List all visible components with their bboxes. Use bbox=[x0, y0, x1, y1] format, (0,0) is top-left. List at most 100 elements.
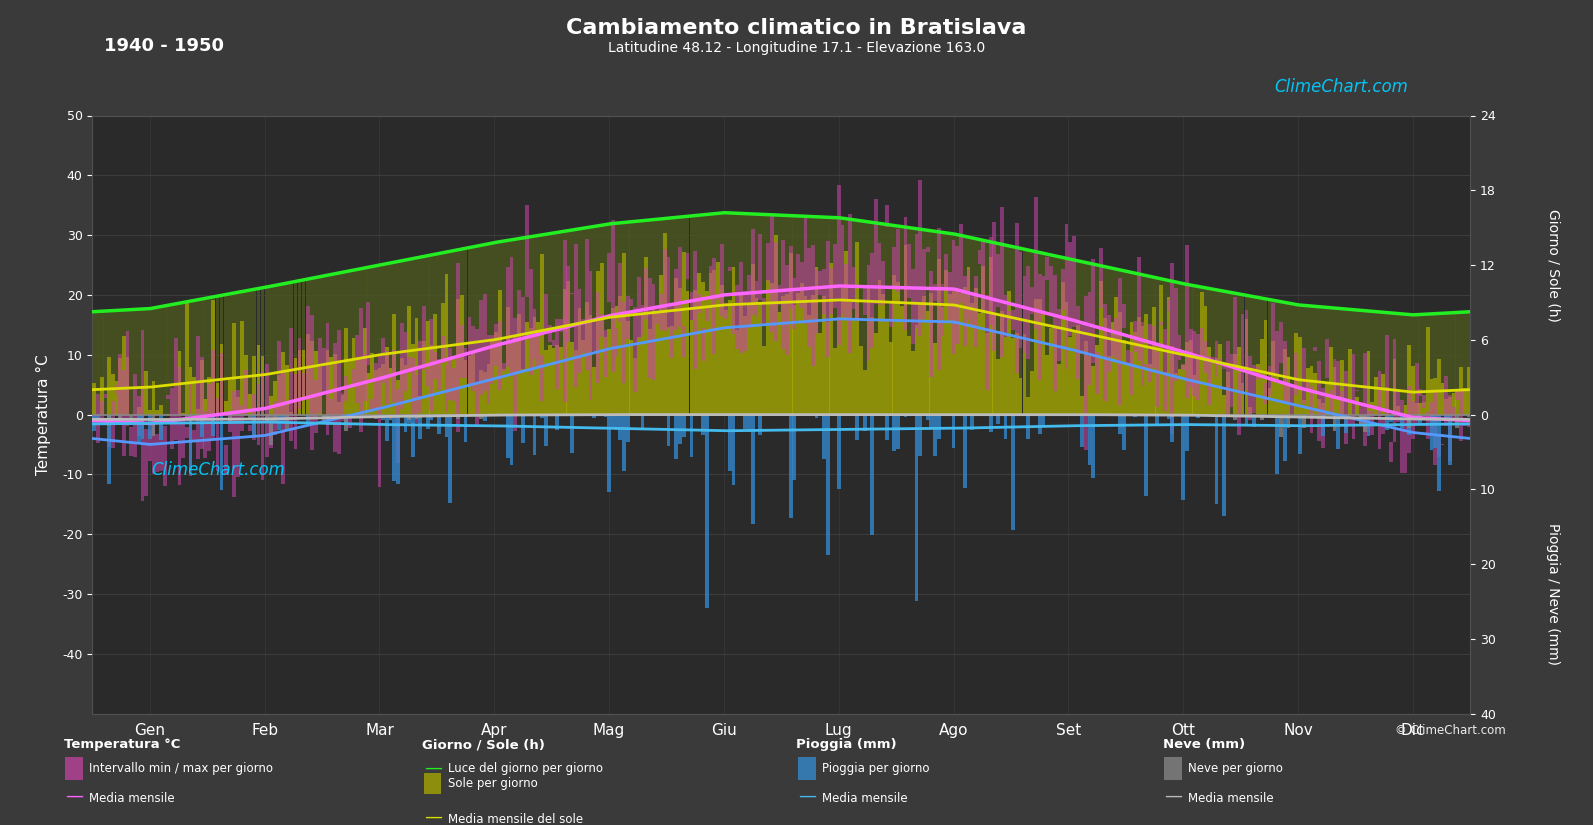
Bar bbox=[1152, 277, 1155, 414]
Bar bbox=[223, 401, 228, 414]
Bar bbox=[502, 363, 505, 371]
Bar bbox=[1160, 322, 1163, 325]
Bar bbox=[803, 295, 808, 414]
Bar bbox=[475, 384, 479, 414]
Bar bbox=[1325, 384, 1329, 414]
Bar bbox=[604, 337, 607, 414]
Bar bbox=[507, 307, 510, 414]
Bar bbox=[1045, 257, 1050, 280]
Bar bbox=[1279, 381, 1282, 414]
Bar bbox=[148, 414, 151, 439]
Bar bbox=[731, 414, 736, 485]
Bar bbox=[720, 285, 723, 414]
Bar bbox=[1042, 253, 1045, 414]
Bar bbox=[472, 414, 475, 416]
Bar bbox=[513, 318, 518, 431]
Bar bbox=[933, 414, 937, 455]
Bar bbox=[758, 302, 761, 414]
Bar bbox=[615, 328, 618, 357]
Bar bbox=[244, 291, 249, 414]
Bar bbox=[1314, 347, 1317, 351]
Bar bbox=[170, 389, 174, 450]
Bar bbox=[1141, 275, 1144, 414]
Bar bbox=[472, 326, 475, 391]
Bar bbox=[940, 284, 945, 336]
Bar bbox=[185, 302, 188, 414]
Bar bbox=[593, 226, 596, 414]
Bar bbox=[984, 295, 989, 390]
Bar bbox=[926, 248, 930, 252]
Bar bbox=[1429, 314, 1434, 414]
Bar bbox=[441, 336, 444, 363]
Bar bbox=[660, 219, 663, 414]
Bar bbox=[123, 370, 126, 455]
Bar bbox=[311, 341, 314, 414]
Bar bbox=[701, 214, 704, 414]
Bar bbox=[1219, 359, 1222, 363]
Bar bbox=[720, 244, 723, 316]
Bar bbox=[1426, 314, 1429, 414]
Bar bbox=[1061, 282, 1064, 414]
Bar bbox=[1012, 310, 1015, 330]
Bar bbox=[1069, 243, 1072, 336]
Text: ClimeChart.com: ClimeChart.com bbox=[1274, 78, 1408, 96]
Bar bbox=[253, 290, 256, 414]
Bar bbox=[1185, 244, 1188, 398]
Bar bbox=[1107, 314, 1110, 372]
Bar bbox=[612, 414, 615, 428]
Bar bbox=[1061, 269, 1064, 309]
Bar bbox=[750, 264, 755, 414]
Bar bbox=[1058, 257, 1061, 414]
Bar bbox=[989, 242, 992, 414]
Bar bbox=[510, 240, 513, 414]
Bar bbox=[825, 323, 830, 414]
Bar bbox=[833, 218, 836, 414]
Bar bbox=[615, 224, 618, 414]
Bar bbox=[249, 394, 252, 414]
Bar bbox=[792, 414, 796, 480]
Bar bbox=[378, 265, 381, 414]
Bar bbox=[556, 319, 559, 389]
Bar bbox=[811, 216, 814, 414]
Bar bbox=[1448, 313, 1451, 414]
Bar bbox=[886, 205, 889, 227]
Bar bbox=[1403, 314, 1407, 414]
Bar bbox=[1233, 297, 1238, 369]
Bar bbox=[984, 333, 989, 414]
Bar bbox=[403, 332, 408, 391]
Bar bbox=[1023, 334, 1026, 414]
Bar bbox=[1039, 299, 1042, 414]
Bar bbox=[355, 335, 358, 403]
Bar bbox=[397, 262, 400, 414]
Bar bbox=[529, 237, 532, 414]
Bar bbox=[96, 312, 100, 414]
Bar bbox=[177, 303, 182, 414]
Bar bbox=[666, 328, 671, 414]
Bar bbox=[249, 290, 252, 414]
Bar bbox=[1429, 380, 1434, 414]
Bar bbox=[929, 293, 933, 414]
Bar bbox=[1152, 307, 1155, 414]
Bar bbox=[422, 257, 425, 414]
Bar bbox=[1215, 358, 1219, 414]
Bar bbox=[841, 224, 844, 314]
Bar bbox=[1294, 304, 1298, 414]
Bar bbox=[374, 363, 378, 409]
Bar bbox=[1445, 398, 1448, 414]
Bar bbox=[785, 215, 789, 414]
Bar bbox=[763, 298, 766, 324]
Bar bbox=[792, 277, 796, 329]
Bar bbox=[1018, 252, 1023, 347]
Bar bbox=[903, 245, 908, 414]
Bar bbox=[1348, 416, 1351, 424]
Bar bbox=[1083, 342, 1088, 414]
Bar bbox=[1287, 414, 1290, 427]
Bar bbox=[1344, 371, 1348, 444]
Bar bbox=[1155, 352, 1160, 407]
Bar bbox=[589, 271, 593, 400]
Bar bbox=[956, 246, 959, 344]
Bar bbox=[1359, 414, 1364, 427]
Bar bbox=[236, 292, 241, 414]
Bar bbox=[1337, 361, 1340, 396]
Bar bbox=[272, 285, 277, 414]
